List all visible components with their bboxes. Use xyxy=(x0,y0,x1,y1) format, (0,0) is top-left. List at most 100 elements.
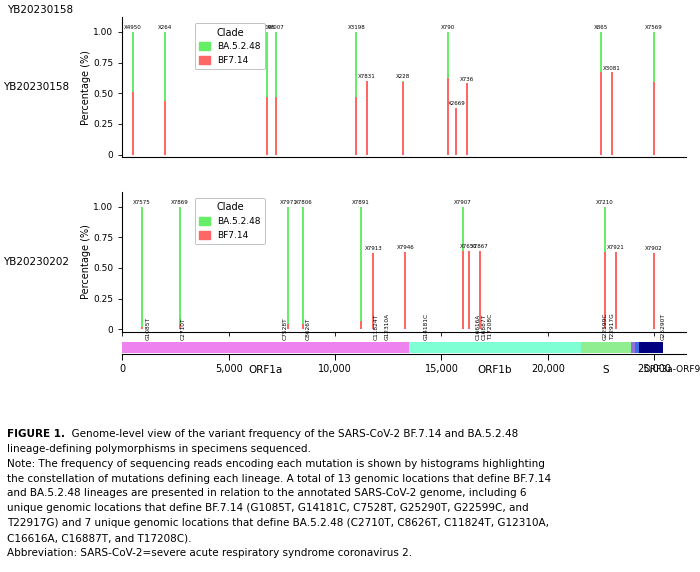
Bar xyxy=(302,206,304,329)
Text: X3081: X3081 xyxy=(603,66,620,70)
Bar xyxy=(141,327,143,329)
Text: X7007: X7007 xyxy=(267,25,284,30)
Text: ORF1b: ORF1b xyxy=(477,364,512,375)
Bar xyxy=(402,82,405,154)
Text: S: S xyxy=(603,364,609,375)
Text: X7907: X7907 xyxy=(454,200,472,205)
Text: ORF1a: ORF1a xyxy=(248,364,283,375)
Bar xyxy=(610,72,612,154)
Text: X7891: X7891 xyxy=(352,200,370,205)
Text: C16616A, C16887T, and T17208C).: C16616A, C16887T, and T17208C). xyxy=(7,533,192,543)
Bar xyxy=(604,206,606,329)
Bar xyxy=(287,206,289,329)
Text: G22599C: G22599C xyxy=(603,312,608,340)
Text: lineage-defining polymorphisms in specimens sequenced.: lineage-defining polymorphisms in specim… xyxy=(7,444,311,454)
Text: Note: The frequency of sequencing reads encoding each mutation is shown by histo: Note: The frequency of sequencing reads … xyxy=(7,459,545,468)
Text: C7528T: C7528T xyxy=(283,317,288,340)
Text: X2669: X2669 xyxy=(447,101,466,106)
Bar xyxy=(366,81,368,154)
Text: X3198: X3198 xyxy=(347,25,365,30)
Bar xyxy=(372,253,375,329)
Bar xyxy=(164,32,166,154)
Bar xyxy=(274,97,277,154)
Legend: BA.5.2.48, BF7.14: BA.5.2.48, BF7.14 xyxy=(195,198,265,244)
Text: G25290T: G25290T xyxy=(660,313,665,340)
Bar xyxy=(639,342,663,352)
Text: X7921: X7921 xyxy=(607,245,624,250)
Text: and BA.5.2.48 lineages are presented in relation to the annotated SARS-CoV-2 gen: and BA.5.2.48 lineages are presented in … xyxy=(7,488,526,498)
Text: C16887T: C16887T xyxy=(482,314,486,340)
Bar xyxy=(610,72,612,154)
Text: C16616A: C16616A xyxy=(476,314,481,340)
Bar xyxy=(479,251,481,329)
Text: X7831: X7831 xyxy=(358,74,376,79)
Bar xyxy=(405,252,407,329)
Bar xyxy=(653,82,655,154)
Bar xyxy=(356,32,358,154)
Legend: BA.5.2.48, BF7.14: BA.5.2.48, BF7.14 xyxy=(195,23,265,69)
Bar xyxy=(372,253,375,329)
Bar xyxy=(653,253,655,329)
Bar xyxy=(462,206,464,329)
Bar xyxy=(266,97,268,154)
Text: Genome-level view of the variant frequency of the SARS-CoV-2 BF.7.14 and BA.5.2.: Genome-level view of the variant frequen… xyxy=(65,429,518,439)
Y-axis label: Percentage (%): Percentage (%) xyxy=(80,50,90,125)
Bar xyxy=(615,252,617,329)
Text: X736: X736 xyxy=(460,77,474,82)
Text: X7971: X7971 xyxy=(279,200,298,205)
Bar xyxy=(302,324,304,329)
Text: X7913: X7913 xyxy=(365,247,382,252)
Text: X264: X264 xyxy=(158,25,172,30)
Bar xyxy=(635,342,639,352)
Text: C2710T: C2710T xyxy=(180,317,185,340)
Text: G14181C: G14181C xyxy=(424,313,429,340)
Text: X7806: X7806 xyxy=(295,200,312,205)
Text: C8626T: C8626T xyxy=(306,317,311,340)
Bar xyxy=(132,32,134,154)
Text: X7651: X7651 xyxy=(460,244,478,249)
Text: X865: X865 xyxy=(594,25,608,30)
Text: X7946: X7946 xyxy=(396,245,414,250)
Text: FIGURE 1.: FIGURE 1. xyxy=(7,429,65,439)
Bar xyxy=(179,206,181,329)
Text: G1085T: G1085T xyxy=(146,317,150,340)
Text: X228: X228 xyxy=(396,74,410,79)
Text: T17208C: T17208C xyxy=(489,314,493,340)
Bar xyxy=(466,84,468,154)
Bar xyxy=(360,321,362,329)
Text: X7210: X7210 xyxy=(596,200,614,205)
Bar xyxy=(274,32,277,154)
Bar xyxy=(600,72,602,154)
Text: X7569: X7569 xyxy=(645,25,663,30)
Bar xyxy=(615,252,617,329)
Text: YB20230158: YB20230158 xyxy=(7,5,73,15)
Bar xyxy=(366,81,368,154)
Text: Abbreviation: SARS-CoV-2=severe acute respiratory syndrome coronavirus 2.: Abbreviation: SARS-CoV-2=severe acute re… xyxy=(7,548,412,558)
Bar xyxy=(653,253,655,329)
Bar xyxy=(479,251,481,329)
Bar xyxy=(600,32,602,154)
Text: X7096: X7096 xyxy=(258,25,276,30)
Bar xyxy=(468,251,470,329)
Bar xyxy=(653,32,655,154)
Text: X7869: X7869 xyxy=(171,200,189,205)
Bar xyxy=(462,251,464,329)
Text: X7575: X7575 xyxy=(133,200,150,205)
Bar xyxy=(402,81,405,154)
Bar xyxy=(631,342,635,352)
Bar xyxy=(360,206,362,329)
Text: G12310A: G12310A xyxy=(384,313,389,340)
Bar xyxy=(132,92,134,154)
Bar xyxy=(266,32,268,154)
Bar xyxy=(356,97,358,154)
Text: X790: X790 xyxy=(441,25,455,30)
Bar xyxy=(405,252,407,329)
Bar xyxy=(455,108,457,154)
Bar xyxy=(447,78,449,154)
Bar xyxy=(466,84,468,154)
Bar xyxy=(447,32,449,154)
Text: unique genomic locations that define BF.7.14 (G1085T, G14181C, C7528T, G25290T, : unique genomic locations that define BF.… xyxy=(7,503,528,513)
Text: YB20230158: YB20230158 xyxy=(4,82,69,92)
Bar xyxy=(122,342,409,352)
Bar xyxy=(409,342,581,352)
